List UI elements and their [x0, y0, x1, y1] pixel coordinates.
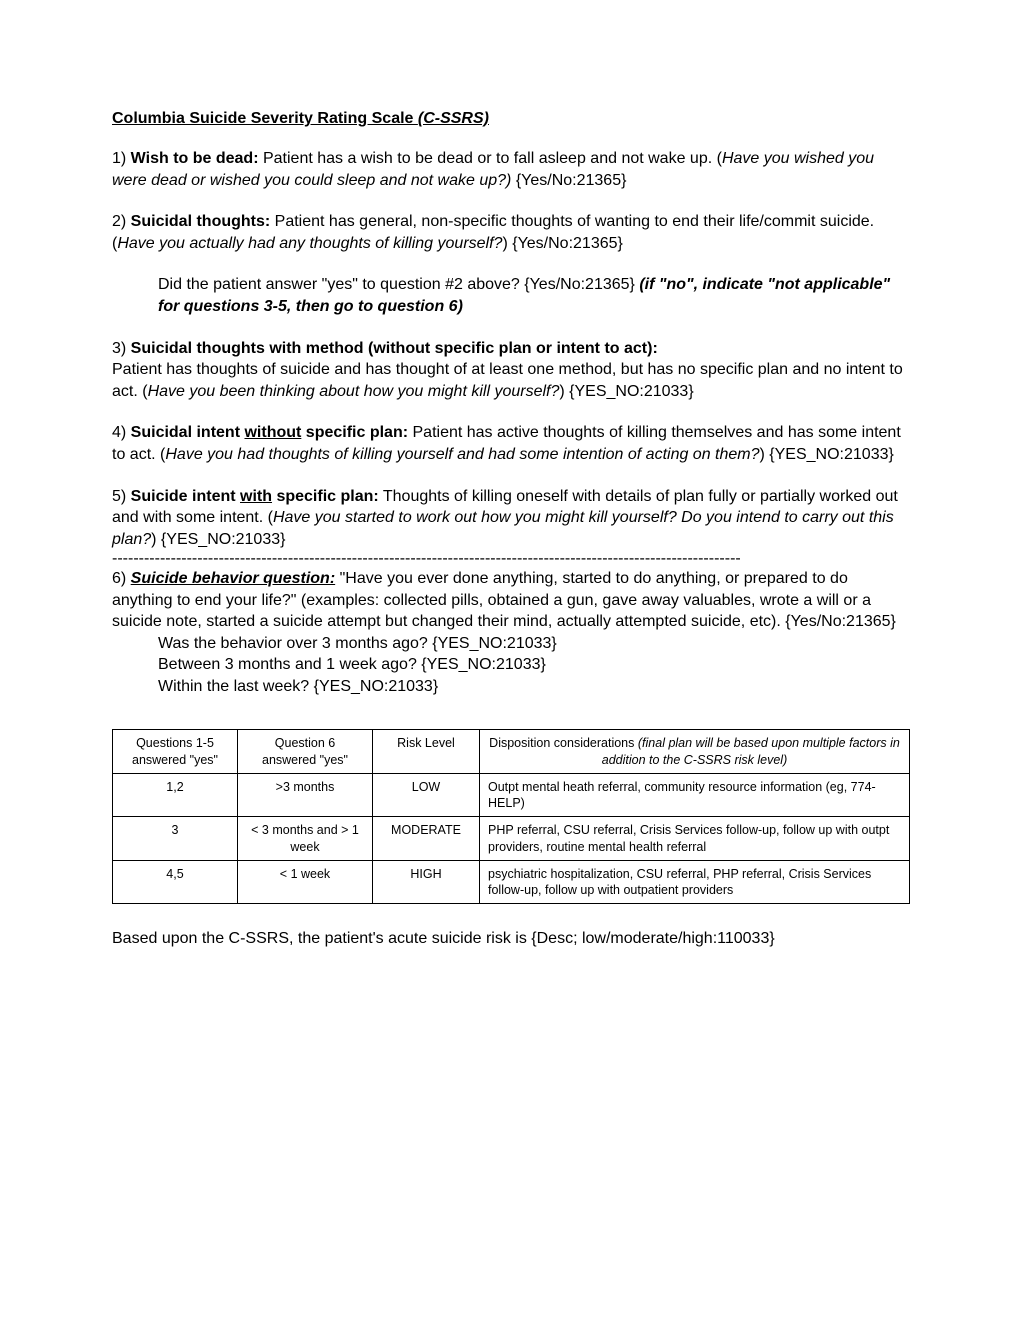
- cell-q6: < 1 week: [238, 860, 373, 904]
- q5-label-b: specific plan:: [272, 488, 379, 505]
- col-header-disposition: Disposition considerations (final plan w…: [480, 730, 910, 774]
- cell-risk: MODERATE: [373, 817, 480, 861]
- col-header-q6: Question 6 answered "yes": [238, 730, 373, 774]
- q1-desc: Patient has a wish to be dead or to fall…: [259, 150, 722, 167]
- question-2-followup: Did the patient answer "yes" to question…: [158, 274, 910, 317]
- title-suffix: (C-SSRS): [418, 110, 489, 127]
- question-6: 6) Suicide behavior question: "Have you …: [112, 568, 910, 633]
- dash-rule: ----------------------------------------…: [112, 550, 910, 568]
- q3-close: ) {YES_NO:21033}: [559, 383, 693, 400]
- cell-q6: >3 months: [238, 773, 373, 817]
- q4-label-b: specific plan:: [301, 424, 408, 441]
- q1-field: {Yes/No:21365}: [511, 172, 626, 189]
- table-row: 4,5 < 1 week HIGH psychiatric hospitaliz…: [113, 860, 910, 904]
- q6-sub1: Was the behavior over 3 months ago? {YES…: [158, 635, 557, 652]
- q5-number: 5): [112, 488, 131, 505]
- cell-q15: 1,2: [113, 773, 238, 817]
- q4-label-u: without: [244, 424, 301, 441]
- q4-label-a: Suicidal intent: [131, 424, 245, 441]
- q5-close: ) {YES_NO:21033}: [151, 531, 285, 548]
- q2-close: ) {Yes/No:21365}: [502, 235, 622, 252]
- cell-q15: 3: [113, 817, 238, 861]
- question-3: 3) Suicidal thoughts with method (withou…: [112, 338, 910, 403]
- q5-label-a: Suicide intent: [131, 488, 240, 505]
- col-header-disposition-b: (final plan will be based upon multiple …: [602, 736, 900, 766]
- col-header-q15: Questions 1-5 answered "yes": [113, 730, 238, 774]
- title-text: Columbia Suicide Severity Rating Scale: [112, 110, 418, 127]
- q6-sub3: Within the last week? {YES_NO:21033}: [158, 678, 438, 695]
- document-title: Columbia Suicide Severity Rating Scale (…: [112, 110, 910, 128]
- cell-risk: LOW: [373, 773, 480, 817]
- q2-prompt: Have you actually had any thoughts of ki…: [117, 235, 502, 252]
- q2-number: 2): [112, 213, 131, 230]
- q4-prompt: Have you had thoughts of killing yoursel…: [165, 446, 759, 463]
- q2-followup-text: Did the patient answer "yes" to question…: [158, 276, 639, 293]
- q5-label-u: with: [240, 488, 272, 505]
- cell-risk: HIGH: [373, 860, 480, 904]
- table-row: 1,2 >3 months LOW Outpt mental heath ref…: [113, 773, 910, 817]
- question-6-subquestions: Was the behavior over 3 months ago? {YES…: [158, 633, 910, 698]
- question-4: 4) Suicidal intent without specific plan…: [112, 422, 910, 465]
- cell-q15: 4,5: [113, 860, 238, 904]
- q3-label: Suicidal thoughts with method (without s…: [131, 340, 658, 357]
- cell-disposition: PHP referral, CSU referral, Crisis Servi…: [480, 817, 910, 861]
- footer-text: Based upon the C-SSRS, the patient's acu…: [112, 928, 910, 950]
- cell-disposition: psychiatric hospitalization, CSU referra…: [480, 860, 910, 904]
- question-2: 2) Suicidal thoughts: Patient has genera…: [112, 211, 910, 254]
- question-1: 1) Wish to be dead: Patient has a wish t…: [112, 148, 910, 191]
- q3-prompt: Have you been thinking about how you mig…: [148, 383, 560, 400]
- q1-label: Wish to be dead:: [131, 150, 259, 167]
- cell-disposition: Outpt mental heath referral, community r…: [480, 773, 910, 817]
- col-header-risk: Risk Level: [373, 730, 480, 774]
- risk-table: Questions 1-5 answered "yes" Question 6 …: [112, 729, 910, 904]
- cell-q6: < 3 months and > 1 week: [238, 817, 373, 861]
- q1-number: 1): [112, 150, 131, 167]
- question-5: 5) Suicide intent with specific plan: Th…: [112, 486, 910, 551]
- q6-number: 6): [112, 570, 131, 587]
- q2-label: Suicidal thoughts:: [131, 213, 271, 230]
- q6-label: Suicide behavior question:: [131, 570, 335, 587]
- col-header-disposition-a: Disposition considerations: [489, 736, 638, 750]
- page: Columbia Suicide Severity Rating Scale (…: [0, 0, 1020, 1320]
- table-header-row: Questions 1-5 answered "yes" Question 6 …: [113, 730, 910, 774]
- q4-number: 4): [112, 424, 131, 441]
- table-row: 3 < 3 months and > 1 week MODERATE PHP r…: [113, 817, 910, 861]
- q4-close: ) {YES_NO:21033}: [760, 446, 894, 463]
- q6-sub2: Between 3 months and 1 week ago? {YES_NO…: [158, 656, 546, 673]
- q3-number: 3): [112, 340, 131, 357]
